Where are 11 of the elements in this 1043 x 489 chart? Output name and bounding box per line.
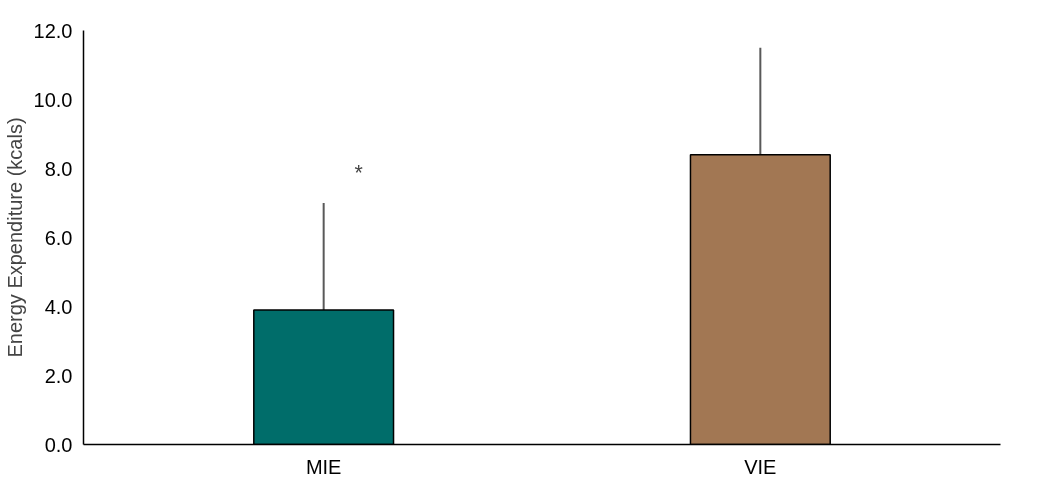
y-tick-label: 12.0: [33, 19, 73, 42]
annotation: *: [354, 161, 363, 185]
y-tick-label: 8.0: [44, 157, 73, 180]
x-tick-label: VIE: [744, 455, 777, 478]
x-tick-label: MIE: [305, 455, 342, 478]
y-tick-label: 6.0: [44, 226, 73, 249]
y-tick-label: 4.0: [44, 295, 73, 318]
y-tick-label: 2.0: [44, 364, 73, 387]
y-tick-label: 0.0: [44, 433, 73, 456]
y-axis-title: Energy Expenditure (kcals): [3, 117, 26, 358]
y-tick-label: 10.0: [33, 88, 73, 111]
